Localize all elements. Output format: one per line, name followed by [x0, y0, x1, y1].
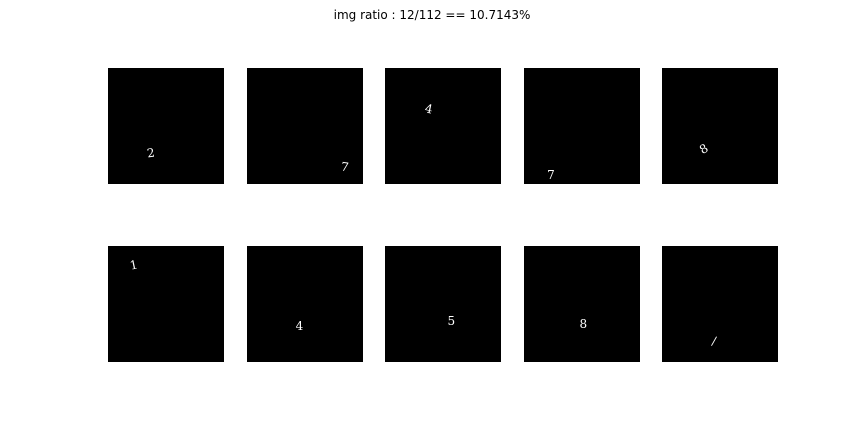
- digit-glyph: 5: [447, 314, 456, 329]
- digit-glyph: 4: [424, 100, 435, 117]
- digit-glyph: 2: [146, 145, 156, 161]
- image-panel: 7: [247, 68, 363, 184]
- image-panel: 2: [108, 68, 224, 184]
- image-panel: 8: [524, 246, 640, 362]
- image-panel: /: [662, 246, 778, 362]
- image-panel: 7: [524, 68, 640, 184]
- image-panel: 5: [385, 246, 501, 362]
- image-panel: 4: [247, 246, 363, 362]
- digit-glyph: 4: [295, 319, 304, 334]
- digit-glyph: 7: [547, 167, 555, 182]
- image-panel: 1: [108, 246, 224, 362]
- image-panel: 4: [385, 68, 501, 184]
- digit-glyph: 7: [339, 159, 350, 175]
- digit-glyph: 8: [579, 316, 588, 331]
- digit-glyph: 1: [128, 256, 139, 273]
- digit-glyph: /: [710, 333, 718, 349]
- figure-title: img ratio : 12/112 == 10.7143%: [333, 8, 531, 22]
- image-panel: 8: [662, 68, 778, 184]
- digit-glyph: 8: [697, 141, 711, 158]
